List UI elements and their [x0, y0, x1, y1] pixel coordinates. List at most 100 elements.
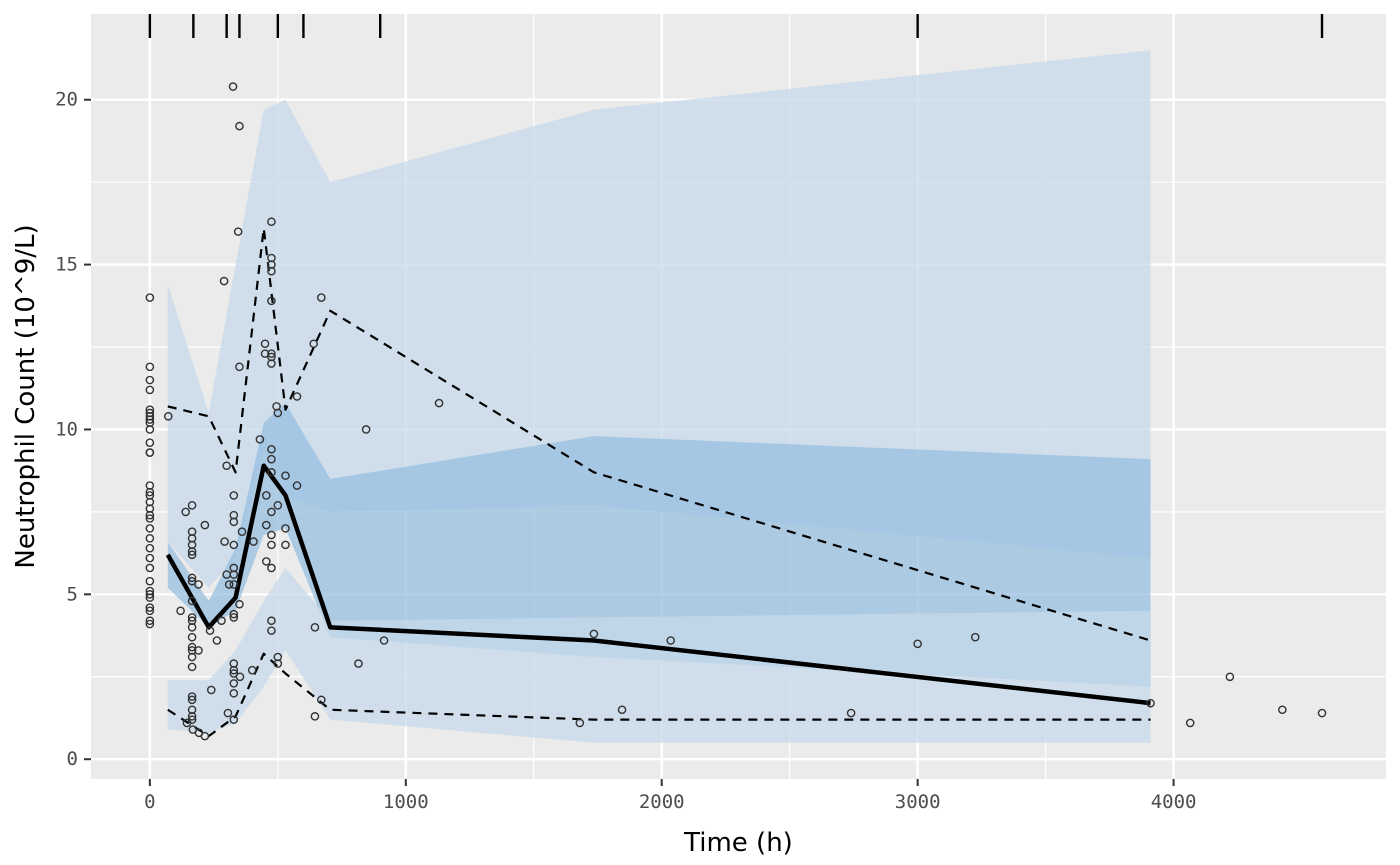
x-tick-label: 3000 — [895, 791, 941, 813]
observation-point — [145, 438, 155, 447]
observation-point — [145, 487, 155, 497]
observation-point — [846, 708, 856, 718]
observation-point — [229, 491, 239, 500]
observation-point — [267, 266, 276, 276]
observation-point — [235, 121, 244, 131]
observation-point — [206, 685, 216, 695]
observation-point — [229, 715, 239, 724]
observation-point — [187, 501, 197, 510]
observation-point — [237, 527, 247, 536]
observation-point — [145, 533, 155, 543]
observation-point — [354, 659, 363, 668]
observation-point — [187, 613, 197, 622]
observation-point — [229, 679, 239, 688]
observation-point — [187, 692, 197, 701]
observation-point — [1317, 708, 1327, 718]
observation-point — [229, 613, 239, 622]
observation-point — [187, 623, 197, 632]
x-tick-label: 4000 — [1151, 791, 1197, 813]
observation-point — [145, 590, 155, 599]
x-axis-title: Time (h) — [683, 828, 793, 858]
observation-point — [145, 603, 155, 612]
observation-point — [187, 642, 197, 652]
observation-point — [220, 537, 229, 546]
observation-point — [281, 524, 290, 533]
observation-point — [229, 665, 239, 675]
observation-point — [1225, 672, 1235, 682]
observation-point — [200, 731, 210, 741]
median-line — [165, 463, 1151, 706]
observation-point — [145, 362, 155, 372]
upper-percentile-line — [167, 227, 1151, 642]
observation-point — [281, 471, 290, 480]
observation-point — [187, 715, 197, 724]
observation-point — [176, 606, 185, 616]
observation-point — [267, 563, 276, 573]
observation-point — [1185, 718, 1195, 728]
observation-point — [145, 448, 155, 457]
observation-point — [267, 507, 276, 517]
observation-point — [145, 576, 155, 586]
observation-point — [187, 632, 197, 642]
observation-point — [434, 398, 444, 408]
observation-point — [1146, 698, 1155, 708]
observation-point — [145, 514, 155, 523]
observation-point — [187, 712, 197, 721]
y-tick-label: 20 — [55, 89, 78, 111]
observation-point — [187, 576, 197, 586]
observation-point — [145, 385, 155, 395]
observation-point — [181, 507, 190, 517]
observation-point — [273, 408, 283, 418]
observation-point — [163, 411, 173, 421]
observation-point — [262, 557, 271, 566]
observation-point — [267, 616, 276, 626]
observation-point — [267, 540, 276, 550]
observation-point — [145, 563, 155, 573]
observation-point — [260, 339, 270, 349]
observation-point — [145, 543, 155, 553]
observation-point — [267, 359, 276, 368]
observation-point — [267, 217, 276, 227]
observation-point — [194, 580, 203, 589]
observation-point — [292, 481, 302, 490]
observation-point — [666, 636, 675, 645]
observation-point — [267, 444, 276, 454]
x-tick-label: 2000 — [639, 791, 685, 813]
observation-point — [145, 375, 155, 385]
observation-point — [281, 540, 290, 550]
bin-boundary-marks — [148, 14, 1324, 38]
observation-point — [222, 461, 231, 471]
observation-point — [229, 688, 239, 698]
observation-point — [229, 540, 239, 550]
observation-point — [229, 580, 239, 589]
observation-point — [229, 517, 239, 527]
observation-point — [317, 695, 326, 705]
observation-point — [589, 629, 599, 639]
y-axis-title: Neutrophil Count (10^9/L) — [11, 224, 41, 568]
observation-point — [228, 82, 238, 91]
observation-point — [187, 573, 197, 583]
x-tick-label: 1000 — [383, 791, 429, 813]
observation-point — [267, 296, 276, 306]
observation-point — [145, 524, 155, 533]
observed-points — [145, 82, 1327, 741]
prediction-bands — [167, 50, 1151, 743]
observation-point — [187, 547, 197, 556]
observation-point — [267, 454, 276, 464]
observation-point — [273, 501, 283, 510]
observation-point — [262, 491, 271, 500]
observation-point — [145, 293, 155, 302]
observation-point — [310, 623, 320, 632]
observation-point — [200, 520, 210, 530]
observation-point — [309, 339, 318, 349]
observation-point — [229, 570, 239, 579]
observation-point — [235, 362, 244, 372]
y-tick-label: 5 — [67, 583, 78, 605]
observation-point — [224, 580, 234, 589]
observation-point — [219, 276, 229, 286]
observation-point — [292, 392, 302, 401]
axes: 0 1000 2000 3000 4000 0 5 10 15 20 — [55, 89, 1196, 813]
observation-point — [249, 537, 258, 546]
observation-point — [267, 468, 276, 477]
